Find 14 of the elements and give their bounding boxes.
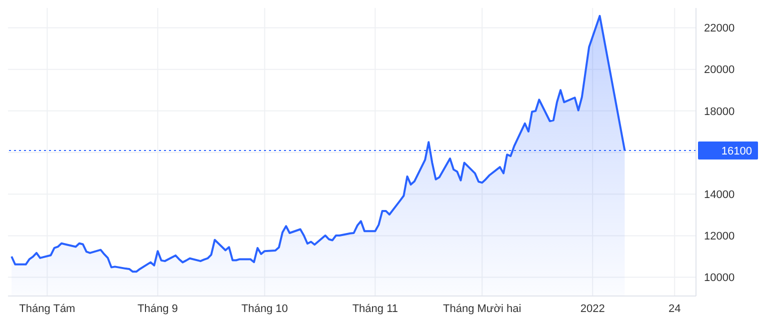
- y-tick-label: 14000: [704, 189, 735, 202]
- x-tick-label: 2022: [580, 302, 605, 315]
- y-tick-label: 18000: [704, 106, 735, 118]
- x-tick-label: Tháng 10: [241, 302, 288, 315]
- y-tick-label: 10000: [704, 272, 735, 284]
- x-tick-label: 24: [668, 302, 681, 315]
- ref-line-label: 16100: [721, 145, 752, 158]
- y-tick-label: 12000: [704, 230, 735, 243]
- x-tick-label: Tháng 9: [138, 302, 178, 315]
- y-tick-label: 20000: [704, 64, 735, 76]
- y-tick-label: 22000: [704, 22, 735, 35]
- x-tick-label: Tháng Mười hai: [443, 302, 522, 315]
- x-tick-label: Tháng 11: [352, 302, 398, 315]
- x-tick-label: Tháng Tám: [19, 302, 76, 315]
